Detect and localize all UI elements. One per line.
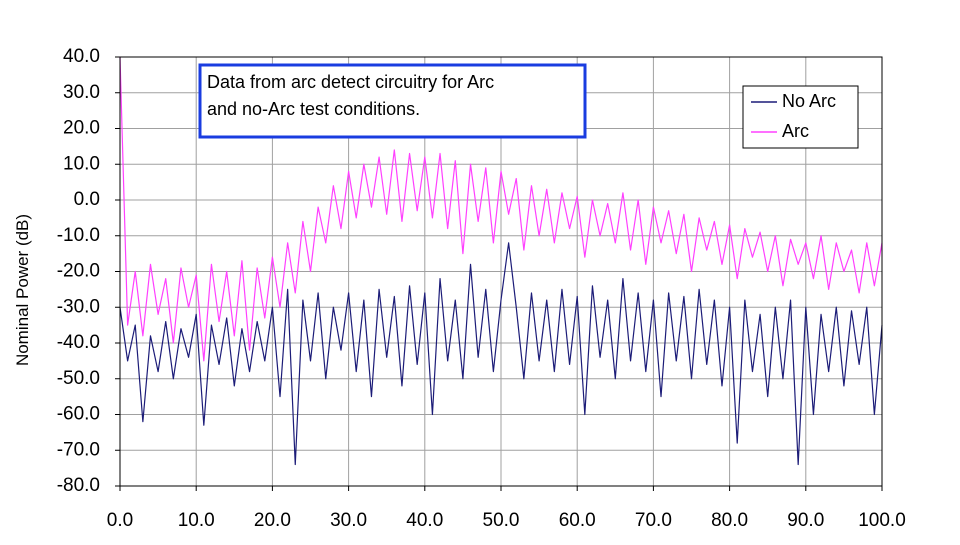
annotation-text: Data from arc detect circuitry for Arc (207, 72, 494, 92)
x-tick-label: 20.0 (254, 510, 291, 531)
y-tick-label: -80.0 (57, 475, 100, 496)
y-tick-label: 20.0 (63, 118, 100, 139)
x-tick-label: 30.0 (330, 510, 367, 531)
x-tick-label: 10.0 (178, 510, 215, 531)
y-tick-label: -70.0 (57, 439, 100, 460)
y-tick-label: -50.0 (57, 368, 100, 389)
y-tick-label: 10.0 (63, 153, 100, 174)
x-tick-label: 90.0 (787, 510, 824, 531)
series-line (119, 242, 883, 466)
annotation-box (198, 63, 587, 139)
y-tick-label: 30.0 (63, 82, 100, 103)
y-tick-label: -40.0 (57, 332, 100, 353)
series-line (119, 56, 883, 362)
x-tick-label: 40.0 (406, 510, 443, 531)
x-tick-label: 0.0 (107, 510, 133, 531)
y-tick-label: 0.0 (74, 189, 100, 210)
y-tick-label: -10.0 (57, 225, 100, 246)
plot-border (119, 56, 883, 487)
x-tick-label: 100.0 (858, 510, 906, 531)
y-tick-label: 40.0 (63, 46, 100, 67)
y-tick-label: -60.0 (57, 404, 100, 425)
legend-label: Arc (782, 121, 809, 141)
y-axis-label: Nominal Power (dB) (13, 214, 32, 366)
x-tick-label: 50.0 (483, 510, 520, 531)
y-tick-label: -30.0 (57, 296, 100, 317)
annotation-text: and no-Arc test conditions. (207, 99, 420, 119)
legend-box (742, 85, 859, 149)
x-tick-label: 80.0 (711, 510, 748, 531)
x-tick-label: 60.0 (559, 510, 596, 531)
y-tick-label: -20.0 (57, 261, 100, 282)
x-tick-label: 70.0 (635, 510, 672, 531)
legend-label: No Arc (782, 91, 836, 111)
